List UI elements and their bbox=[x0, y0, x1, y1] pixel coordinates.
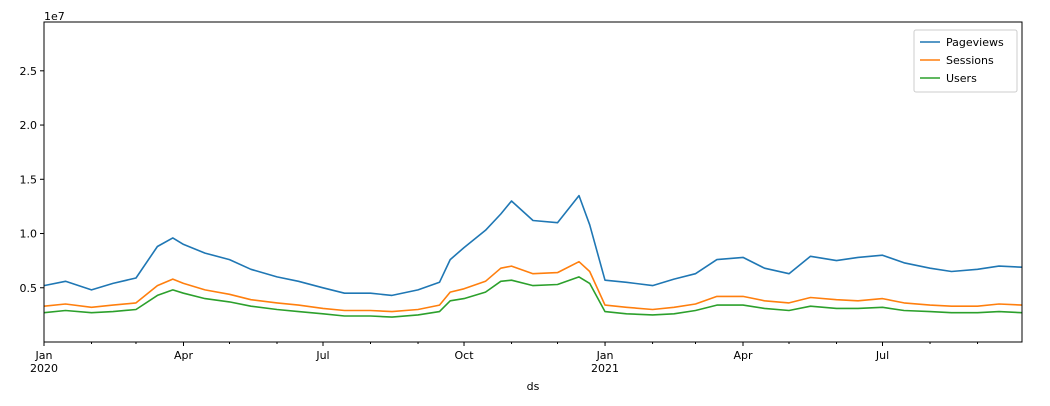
y-axis: 0.5 1.0 1.5 2.0 2.5 bbox=[20, 65, 44, 295]
x-tick-label: Jan bbox=[35, 349, 53, 362]
legend-label-sessions: Sessions bbox=[946, 54, 994, 67]
y-tick-label: 2.5 bbox=[20, 65, 38, 78]
series-lines bbox=[43, 194, 1023, 318]
legend-box bbox=[913, 29, 1018, 93]
x-tick-year-label: 2020 bbox=[30, 362, 58, 375]
legend-label-pageviews: Pageviews bbox=[946, 36, 1004, 49]
x-tick-label: Jul bbox=[315, 349, 329, 362]
y-tick-label: 0.5 bbox=[20, 282, 38, 295]
x-tick-label: Jul bbox=[875, 349, 889, 362]
x-tick-year-label: 2021 bbox=[591, 362, 619, 375]
series-line-pageviews bbox=[43, 194, 1023, 297]
y-tick-label: 1.0 bbox=[20, 228, 38, 241]
x-tick-label: Jan bbox=[596, 349, 614, 362]
x-tick-label: Apr bbox=[733, 349, 753, 362]
y-tick-label: 2.0 bbox=[20, 119, 38, 132]
series-line-sessions bbox=[43, 260, 1023, 313]
legend-label-users: Users bbox=[946, 72, 977, 85]
x-tick-label: Apr bbox=[174, 349, 194, 362]
y-offset-label: 1e7 bbox=[44, 10, 65, 23]
x-axis-label: ds bbox=[527, 380, 540, 393]
series-line-users bbox=[43, 276, 1023, 318]
x-tick-label: Oct bbox=[455, 349, 475, 362]
legend: Pageviews Sessions Users bbox=[913, 29, 1018, 93]
plot-area-frame bbox=[43, 21, 1023, 343]
y-tick-label: 1.5 bbox=[20, 173, 38, 186]
